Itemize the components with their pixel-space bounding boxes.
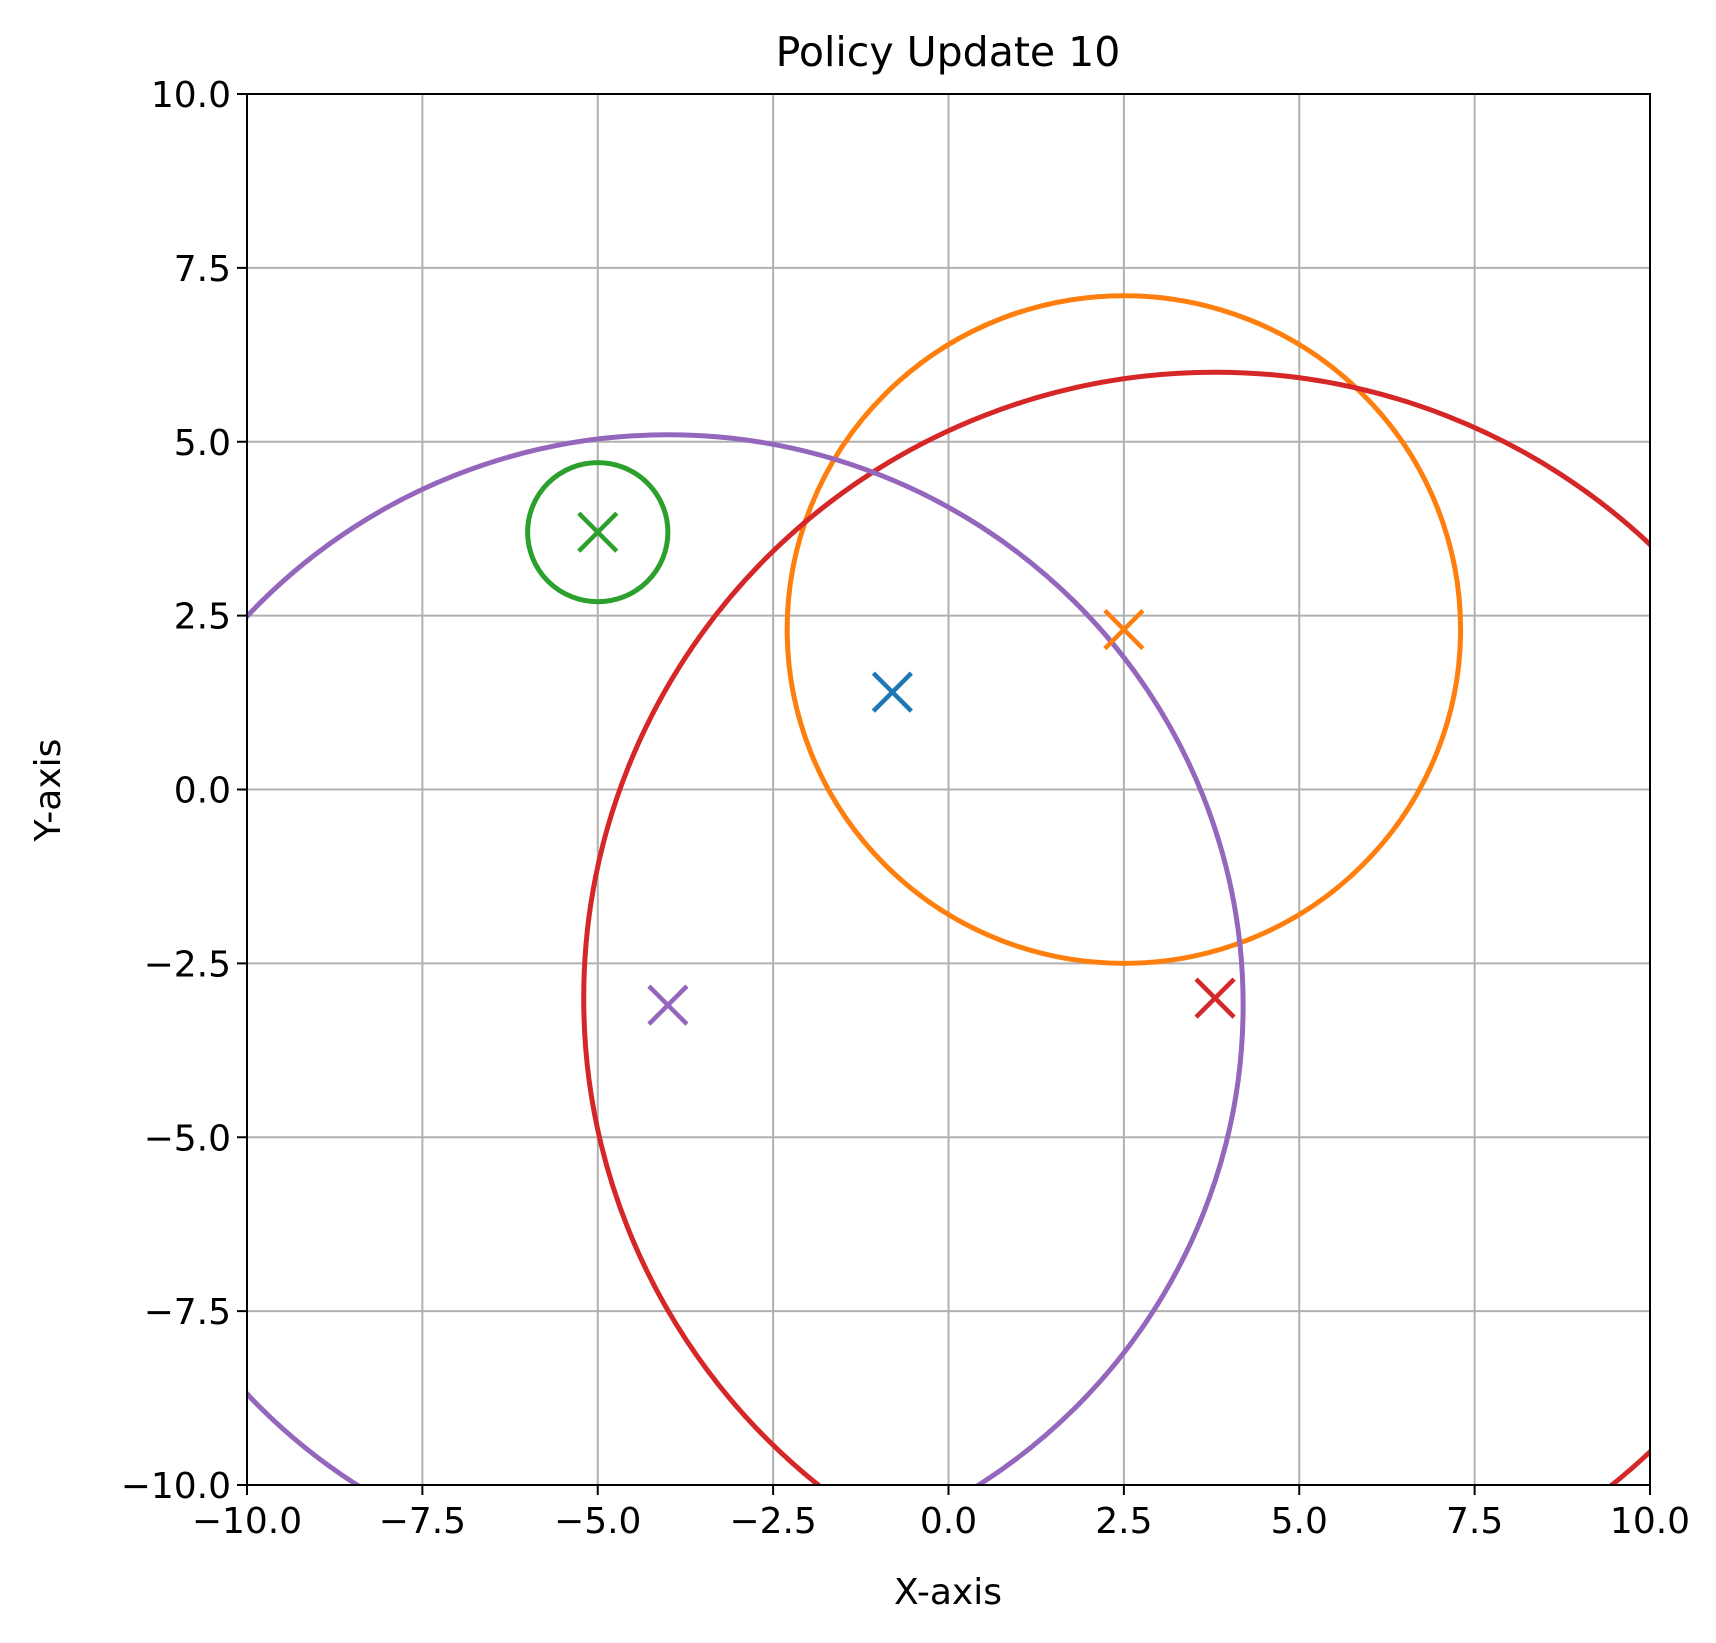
axis-ticks: −10.0 −7.5 −5.0 −2.5 0.0 2.5 5.0 7.5 10.0 −10.0 −7… bbox=[121, 75, 1690, 1542]
y-tick-label: −5.0 bbox=[144, 1118, 231, 1159]
y-tick-label: −10.0 bbox=[121, 1466, 231, 1507]
x-tick-label: −7.5 bbox=[379, 1501, 466, 1542]
x-tick-label: 2.5 bbox=[1095, 1501, 1152, 1542]
x-tick-label: 0.0 bbox=[920, 1501, 977, 1542]
grid bbox=[246, 93, 1651, 1486]
data-point-marker bbox=[647, 984, 689, 1026]
radius-circle bbox=[525, 460, 671, 605]
x-tick-label: 5.0 bbox=[1271, 1501, 1328, 1542]
radius-circle bbox=[247, 432, 1246, 1485]
data-point-marker bbox=[1103, 608, 1145, 651]
y-tick-label: 7.5 bbox=[174, 249, 231, 290]
x-axis-label: X-axis bbox=[894, 1572, 1002, 1613]
y-tick-label: 10.0 bbox=[151, 75, 231, 116]
y-tick-label: −7.5 bbox=[144, 1292, 231, 1333]
x-tick-label: −5.0 bbox=[554, 1501, 641, 1542]
radius-circle bbox=[784, 293, 1464, 966]
chart-title: Policy Update 10 bbox=[776, 28, 1121, 76]
y-tick-label: −2.5 bbox=[144, 944, 231, 985]
x-tick-label: −2.5 bbox=[729, 1501, 816, 1542]
data-point-marker bbox=[577, 511, 619, 553]
x-tick-label: 10.0 bbox=[1610, 1501, 1690, 1542]
y-tick-label: 5.0 bbox=[174, 423, 231, 464]
data-point-marker bbox=[871, 671, 913, 713]
y-tick-label: 2.5 bbox=[174, 597, 231, 638]
plot-area bbox=[247, 293, 1650, 1485]
y-tick-label: 0.0 bbox=[174, 771, 231, 812]
x-tick-label: −10.0 bbox=[192, 1501, 302, 1542]
data-point-marker bbox=[1194, 977, 1236, 1019]
radius-circle bbox=[581, 369, 1650, 1485]
x-tick-label: 7.5 bbox=[1446, 1501, 1503, 1542]
y-axis-label: Y-axis bbox=[28, 739, 69, 843]
